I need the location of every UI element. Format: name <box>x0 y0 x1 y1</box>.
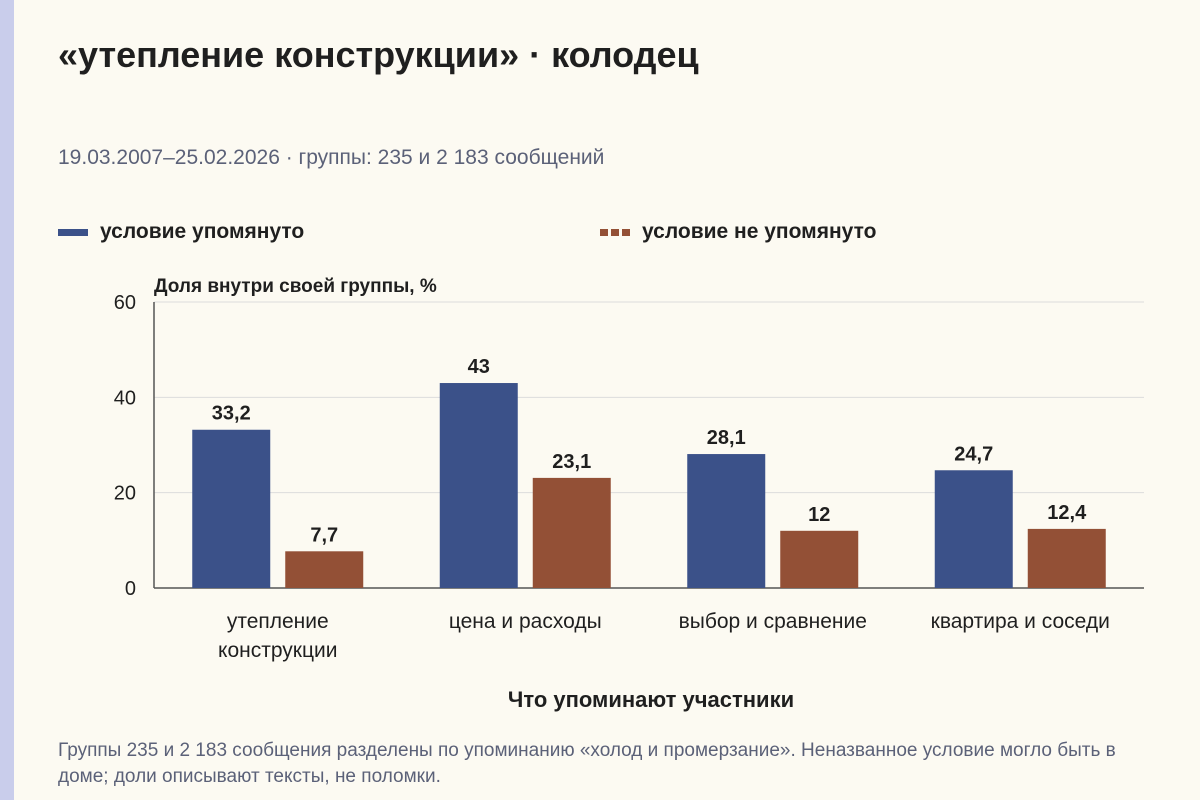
x-tick-label: цена и расходы <box>449 610 602 633</box>
x-tick-label: выбор и сравнение <box>679 610 867 633</box>
data-label: 28,1 <box>707 427 746 449</box>
data-label: 33,2 <box>212 403 251 425</box>
y-tick-label: 60 <box>114 292 136 314</box>
data-label: 12,4 <box>1047 502 1087 524</box>
bar-not-mentioned <box>285 551 364 588</box>
legend-label-mentioned: условие упомянуто <box>100 220 305 243</box>
chart-subtitle: 19.03.2007–25.02.2026 · группы: 235 и 2 … <box>58 146 605 169</box>
legend-swatch-mentioned <box>58 228 88 236</box>
data-label: 43 <box>468 356 490 378</box>
left-accent-bar <box>0 0 14 800</box>
y-tick-label: 0 <box>125 578 136 600</box>
bar-not-mentioned <box>780 530 859 588</box>
x-axis-label: Что упоминают участники <box>508 687 794 712</box>
bar-mentioned <box>439 383 518 588</box>
y-axis-label: Доля внутри своей группы, % <box>154 276 437 297</box>
footnote: Группы 235 и 2 183 сообщения разделены п… <box>58 740 1116 787</box>
legend-item-mentioned: условие упомянуто <box>58 220 304 244</box>
bar-mentioned <box>687 454 766 588</box>
x-tick-label: утепление конструкции <box>218 610 337 662</box>
legend-swatch-not-mentioned <box>600 228 630 236</box>
bar-mentioned <box>934 470 1013 588</box>
bar-not-mentioned <box>532 477 611 588</box>
data-label: 24,7 <box>954 443 993 465</box>
data-label: 12 <box>808 504 830 526</box>
bar-not-mentioned <box>1027 528 1106 588</box>
bar-mentioned <box>192 429 271 588</box>
y-tick-label: 20 <box>114 483 136 505</box>
legend-item-not-mentioned: условие не упомянуто <box>600 220 876 244</box>
y-tick-label: 40 <box>114 387 136 409</box>
data-label: 7,7 <box>310 524 338 546</box>
x-tick-label: квартира и соседи <box>931 610 1110 633</box>
legend-label-not-mentioned: условие не упомянуто <box>642 220 877 243</box>
chart-title: «утепление конструкции» · колодец <box>58 34 699 75</box>
data-label: 23,1 <box>552 451 591 473</box>
